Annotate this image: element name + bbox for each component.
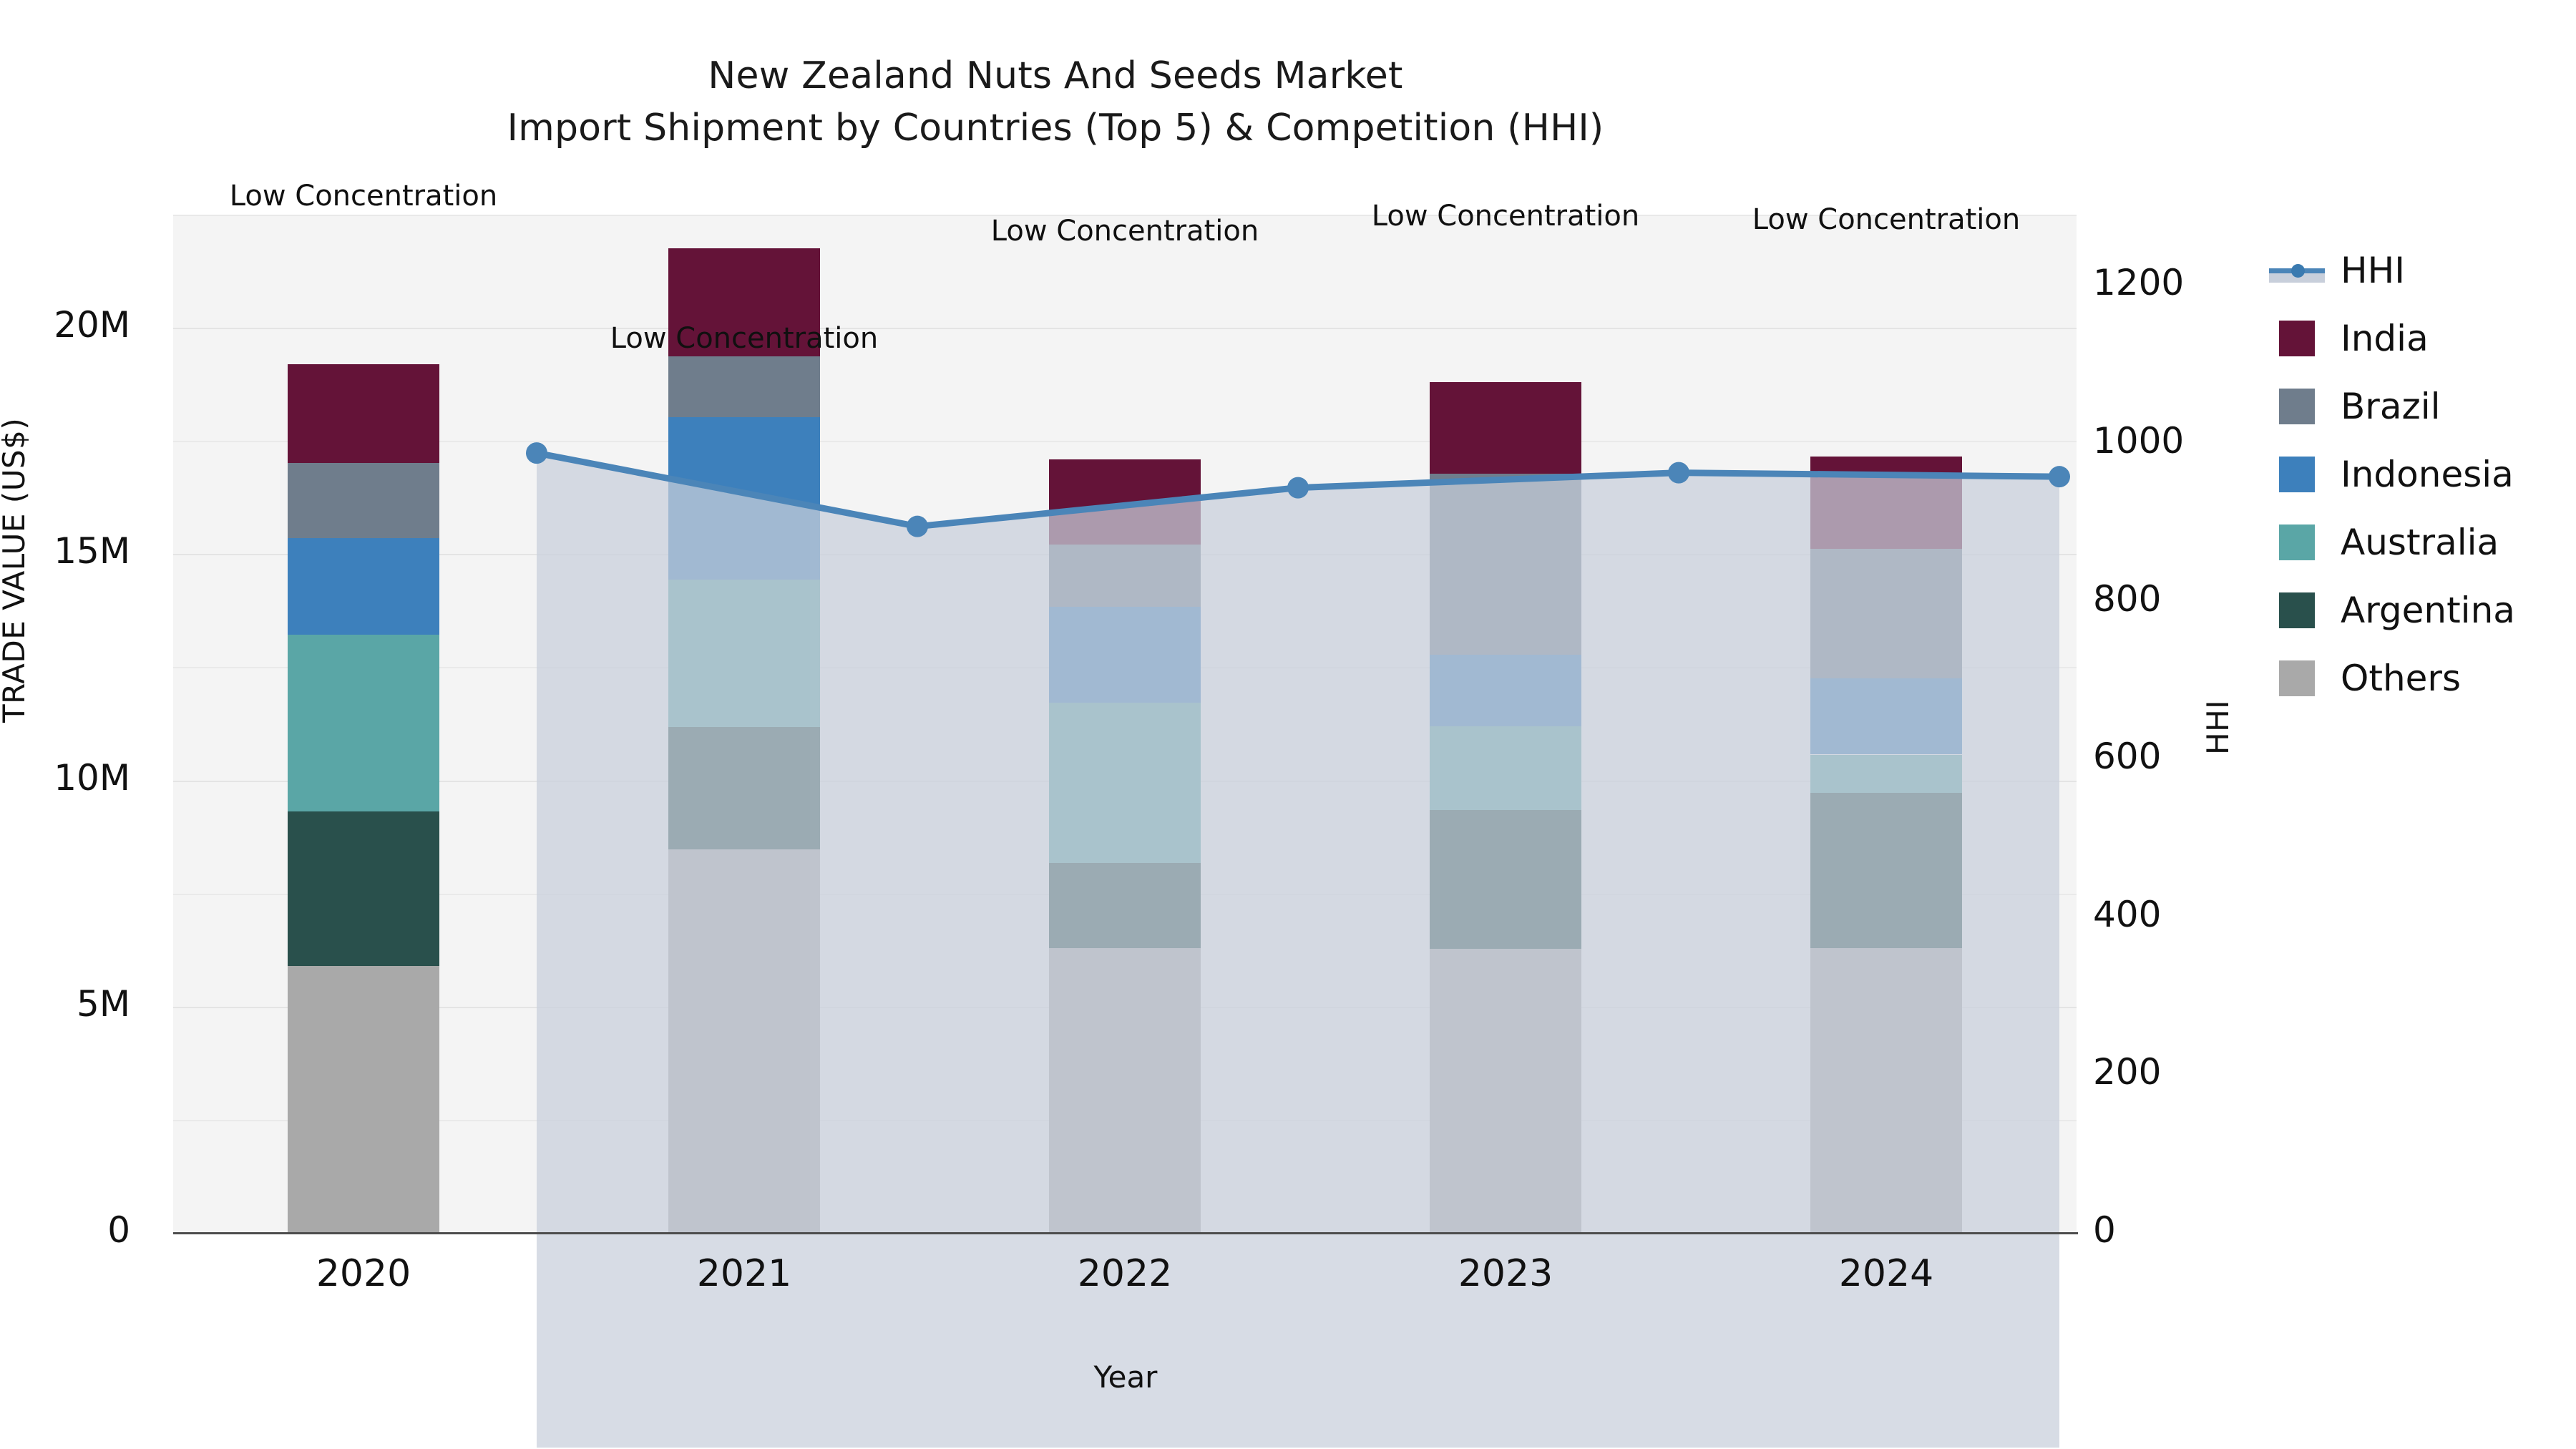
hhi-data-point[interactable] [1668, 462, 1689, 484]
hhi-data-point[interactable] [907, 515, 928, 537]
legend-item-label: Argentina [2341, 589, 2515, 631]
bar-segment[interactable] [364, 364, 439, 464]
legend: HHI India Brazil Indonesia Australia Argentin… [2269, 236, 2576, 712]
y-axis-right-label: HHI [2200, 699, 2235, 755]
bar-segment[interactable] [288, 364, 364, 464]
bar-segment[interactable] [364, 463, 439, 538]
legend-item[interactable]: Brazil [2279, 372, 2576, 440]
bar-segment[interactable] [288, 966, 364, 1233]
legend-item[interactable]: Others [2279, 644, 2576, 712]
y-axis-left-tick: 5M [77, 982, 130, 1025]
chart-title: New Zealand Nuts And Seeds Market Import… [0, 50, 2111, 155]
legend-color-swatch [2279, 456, 2315, 492]
legend-item-label: Brazil [2341, 385, 2441, 427]
x-axis-tick: 2023 [1458, 1252, 1553, 1295]
legend-color-swatch [2279, 660, 2315, 696]
legend-item[interactable]: Australia [2279, 508, 2576, 576]
y-axis-right-tick: 800 [2093, 577, 2162, 620]
legend-item[interactable]: HHI [2269, 236, 2576, 304]
legend-item[interactable]: Indonesia [2279, 440, 2576, 508]
x-axis-line [173, 1232, 2078, 1234]
legend-color-swatch [2279, 388, 2315, 424]
legend-item-label: Australia [2341, 521, 2499, 563]
chart-title-line1: New Zealand Nuts And Seeds Market [708, 54, 1403, 97]
legend-item-label: India [2341, 317, 2429, 359]
x-axis-tick: 2024 [1838, 1252, 1934, 1295]
hhi-point-annotation: Low Concentration [1371, 199, 1640, 233]
y-axis-right-tick: 1000 [2093, 419, 2185, 462]
hhi-data-point[interactable] [2049, 466, 2070, 488]
legend-item-label: Others [2341, 657, 2462, 699]
y-axis-left-tick: 10M [54, 756, 130, 799]
legend-color-swatch [2279, 320, 2315, 356]
x-axis-label: Year [1093, 1360, 1158, 1395]
gridline [173, 441, 2077, 443]
bar-segment[interactable] [364, 811, 439, 967]
hhi-data-point[interactable] [526, 442, 547, 464]
bar-segment[interactable] [744, 356, 820, 417]
y-axis-right-tick: 0 [2093, 1209, 2116, 1251]
y-axis-left-tick: 20M [54, 304, 130, 346]
bar-segment[interactable] [1506, 382, 1581, 474]
x-axis-tick: 2022 [1077, 1252, 1173, 1295]
gridline [173, 328, 2077, 330]
hhi-point-annotation: Low Concentration [229, 180, 498, 213]
legend-line-marker-icon [2269, 253, 2325, 288]
bar-segment[interactable] [668, 248, 744, 356]
plot-area [173, 215, 2077, 1448]
bar-segment[interactable] [288, 537, 364, 635]
hhi-point-annotation: Low Concentration [610, 321, 879, 355]
y-axis-right-tick: 200 [2093, 1051, 2162, 1093]
chart-title-line2: Import Shipment by Countries (Top 5) & C… [507, 107, 1604, 150]
y-axis-left-label: TRADE VALUE (US$) [0, 417, 31, 723]
bar-segment[interactable] [364, 537, 439, 635]
legend-color-swatch [2279, 592, 2315, 628]
y-axis-right-tick: 400 [2093, 893, 2162, 935]
bar-segment[interactable] [288, 463, 364, 538]
y-axis-left-tick: 15M [54, 530, 130, 572]
hhi-area-line [526, 442, 2070, 1448]
bar-segment[interactable] [288, 634, 364, 812]
bar-segment[interactable] [364, 634, 439, 812]
gridline [173, 215, 2077, 216]
x-axis-tick: 2021 [696, 1252, 792, 1295]
hhi-point-annotation: Low Concentration [990, 214, 1259, 248]
hhi-data-point[interactable] [1287, 477, 1309, 499]
legend-item-label: Indonesia [2341, 453, 2514, 495]
legend-color-swatch [2279, 524, 2315, 560]
y-axis-right-tick: 1200 [2093, 262, 2185, 304]
legend-item-label: HHI [2341, 249, 2405, 291]
x-axis-tick: 2020 [316, 1252, 411, 1295]
legend-item[interactable]: Argentina [2279, 576, 2576, 644]
bar-segment[interactable] [668, 356, 744, 417]
legend-item[interactable]: India [2279, 304, 2576, 372]
y-axis-left-tick: 0 [107, 1209, 130, 1251]
hhi-area-fill [537, 453, 2059, 1448]
bar-segment[interactable] [364, 966, 439, 1233]
bar-segment[interactable] [288, 811, 364, 967]
y-axis-right-tick: 600 [2093, 736, 2162, 778]
bar-segment[interactable] [1430, 382, 1506, 474]
hhi-point-annotation: Low Concentration [1752, 203, 2021, 237]
bar-segment[interactable] [744, 248, 820, 356]
